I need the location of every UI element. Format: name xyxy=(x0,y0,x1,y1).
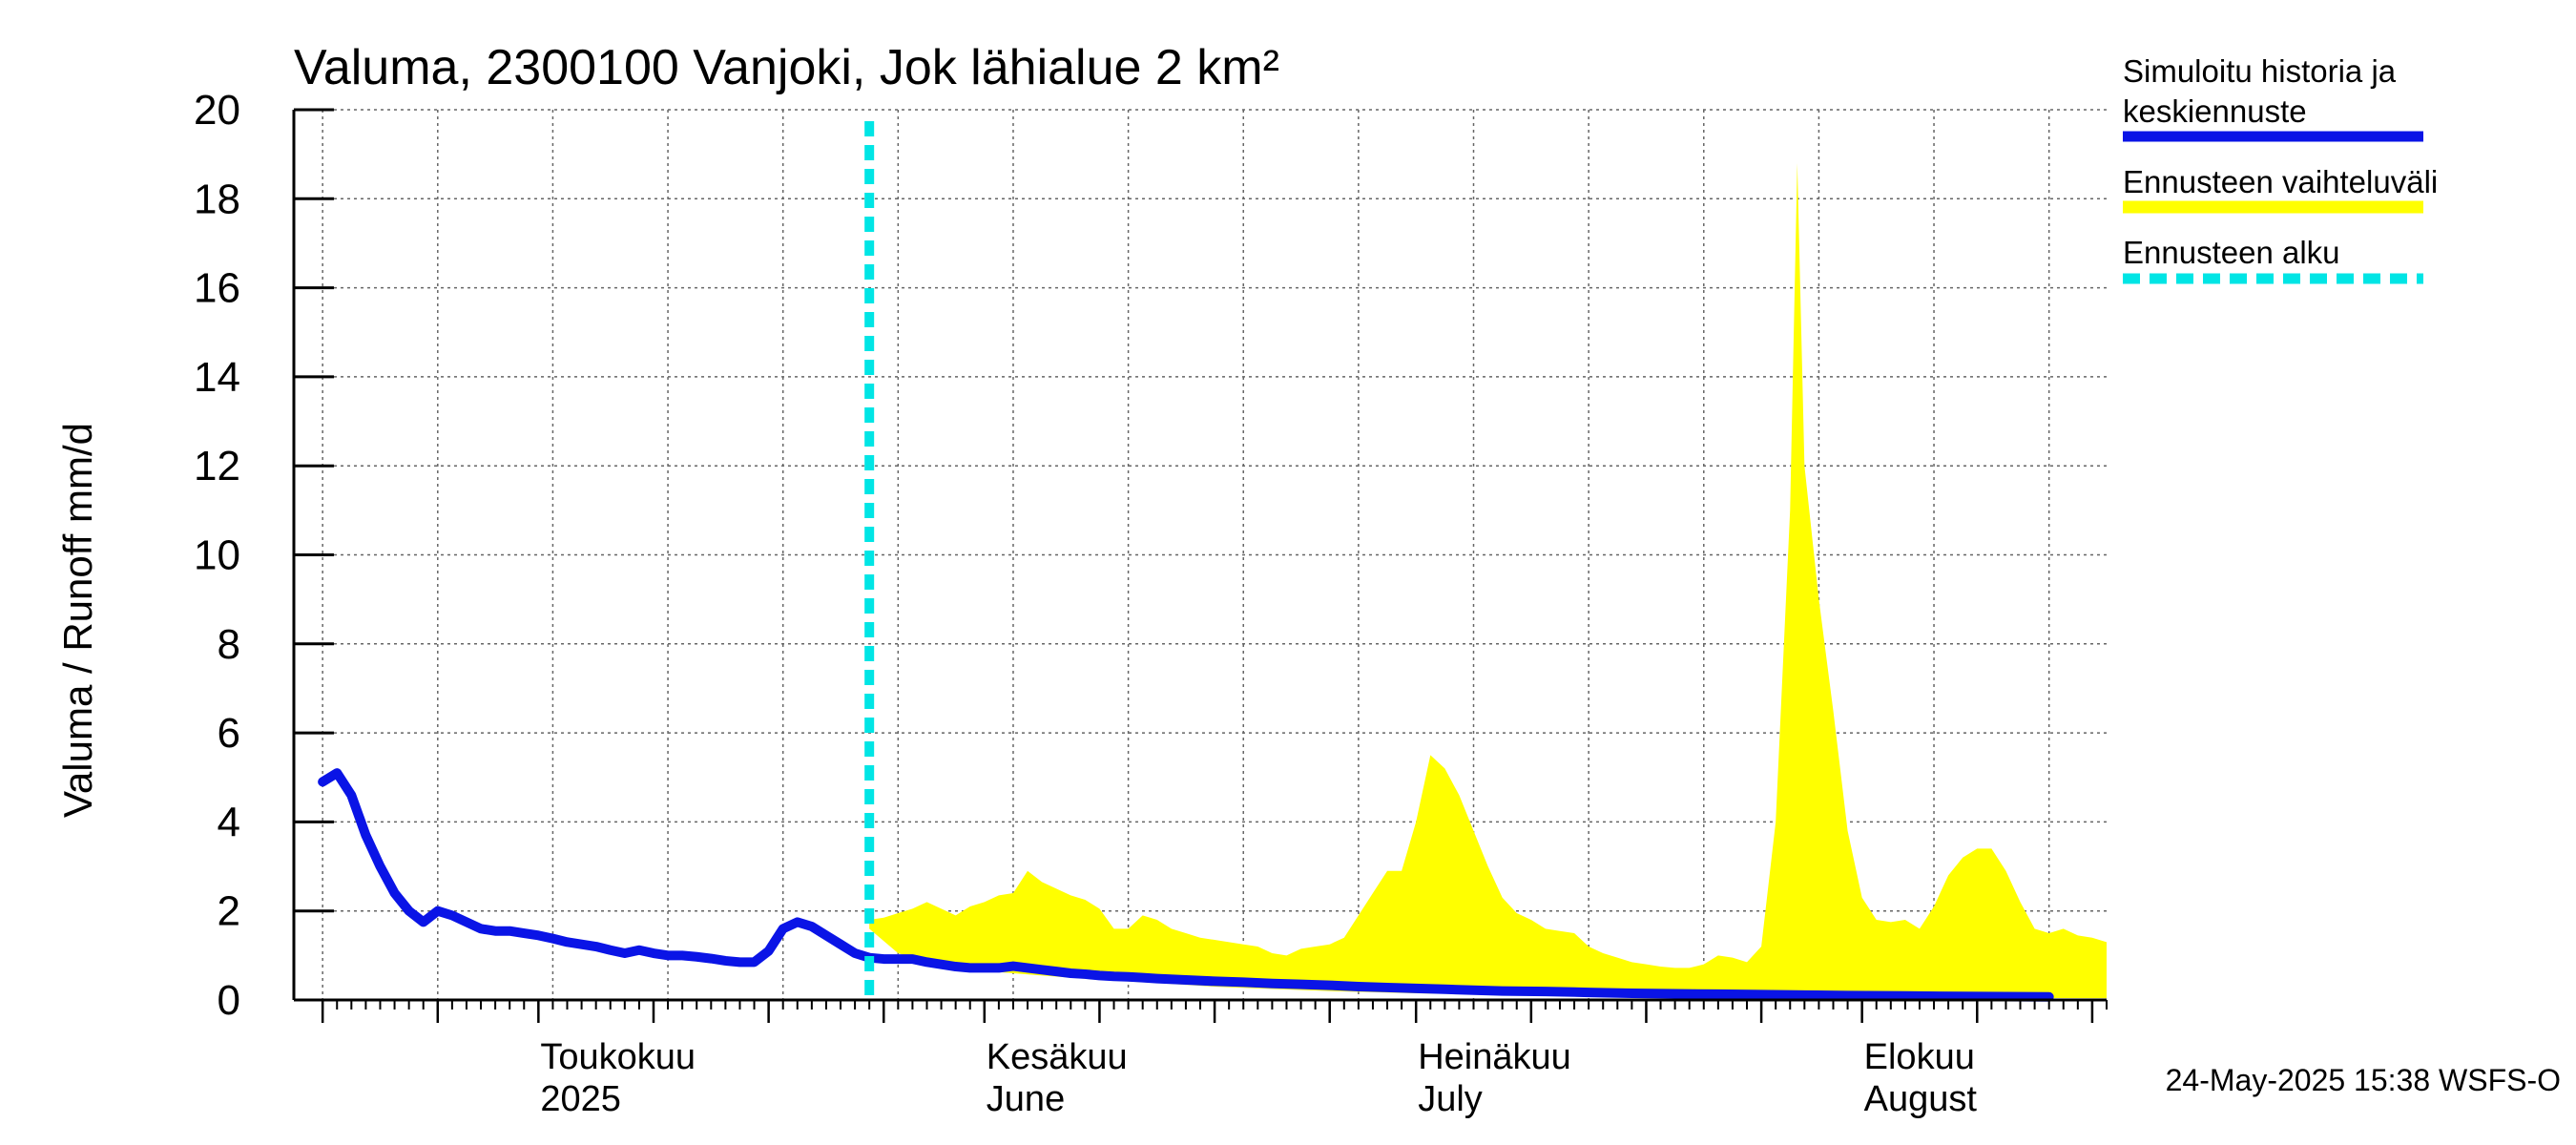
simulation-line xyxy=(318,768,2054,1002)
legend-range-label: Ennusteen vaihteluväli xyxy=(2123,164,2438,199)
y-tick-label: 14 xyxy=(194,354,240,401)
month-label: Elokuu xyxy=(1864,1037,1975,1077)
month-sublabel: June xyxy=(987,1079,1065,1119)
y-tick-label: 20 xyxy=(194,87,240,134)
month-sublabel: 2025 xyxy=(540,1079,621,1119)
timestamp: 24-May-2025 15:38 WSFS-O xyxy=(2166,1063,2561,1097)
y-tick-label: 4 xyxy=(218,799,240,845)
y-tick-label: 18 xyxy=(194,176,240,222)
month-label: Heinäkuu xyxy=(1418,1037,1571,1077)
y-tick-label: 0 xyxy=(218,977,240,1024)
y-tick-label: 10 xyxy=(194,532,240,579)
chart-title: Valuma, 2300100 Vanjoki, Jok lähialue 2 … xyxy=(294,40,1279,95)
legend-sim-line2: keskiennuste xyxy=(2123,94,2307,129)
y-tick-labels: 0 2 4 6 8 10 12 14 16 18 20 xyxy=(194,87,240,1024)
y-tick-label: 6 xyxy=(218,710,240,757)
month-label: Kesäkuu xyxy=(987,1037,1128,1077)
y-axis-label: Valuma / Runoff mm/d xyxy=(55,423,100,818)
legend: Simuloitu historia ja keskiennuste Ennus… xyxy=(2123,53,2438,284)
month-sublabel: July xyxy=(1418,1079,1483,1119)
month-label: Toukokuu xyxy=(540,1037,696,1077)
simulation-line-layer xyxy=(318,768,2054,1002)
legend-start-label: Ennusteen alku xyxy=(2123,235,2340,270)
axes xyxy=(292,108,2108,1023)
month-sublabel: August xyxy=(1864,1079,1978,1119)
y-tick-label: 16 xyxy=(194,265,240,312)
y-tick-label: 8 xyxy=(218,621,240,668)
forecast-range-layer xyxy=(869,162,2108,999)
forecast-range-area xyxy=(869,162,2108,999)
legend-sim-line1: Simuloitu historia ja xyxy=(2123,53,2397,89)
y-tick-label: 12 xyxy=(194,443,240,489)
y-tick-label: 2 xyxy=(218,888,240,935)
